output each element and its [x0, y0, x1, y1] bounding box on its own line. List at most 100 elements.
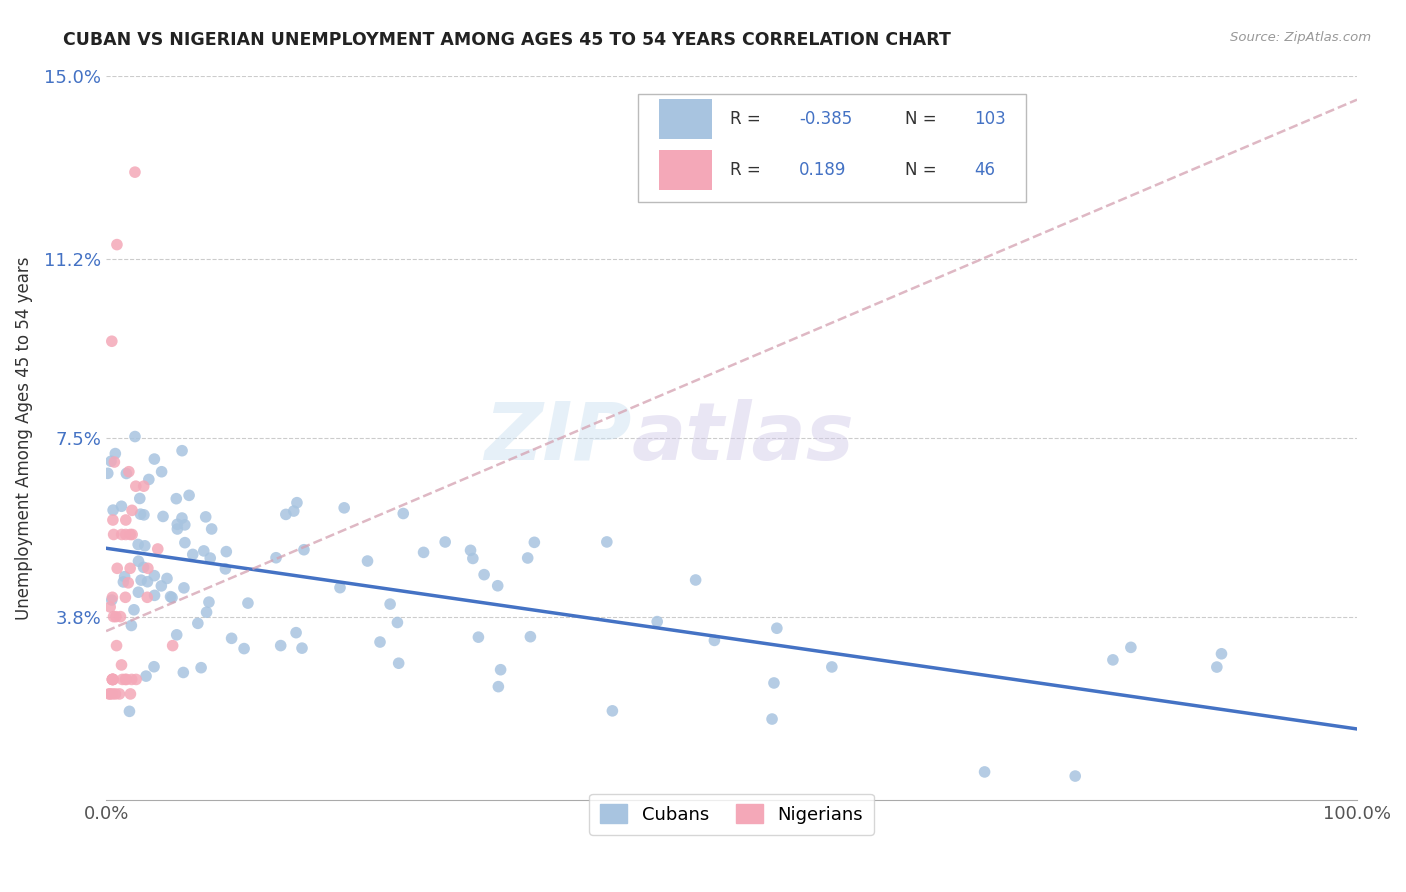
Point: [100, 454, 122, 468]
Point: [132, 508, 155, 522]
Point: [104, 447, 127, 461]
Point: [187, 616, 209, 631]
Point: [120, 561, 142, 575]
Point: [685, 573, 707, 587]
Point: [703, 633, 725, 648]
Point: [129, 573, 152, 587]
Point: [160, 591, 183, 605]
Point: [98, 687, 121, 701]
Point: [486, 680, 509, 694]
Point: [97, 467, 120, 481]
Point: [101, 673, 124, 687]
Point: [602, 704, 624, 718]
Point: [121, 527, 143, 541]
Point: [221, 632, 243, 646]
Point: [118, 465, 141, 479]
Point: [434, 535, 457, 549]
Point: [412, 545, 434, 559]
Text: -0.385: -0.385: [799, 111, 852, 128]
Point: [105, 561, 128, 575]
Point: [467, 630, 489, 644]
Point: [166, 517, 188, 532]
Point: [181, 548, 204, 562]
Point: [114, 527, 136, 541]
Point: [108, 687, 131, 701]
Point: [165, 491, 187, 506]
Text: 0.189: 0.189: [799, 161, 846, 179]
Bar: [659, 99, 711, 139]
Point: [103, 609, 125, 624]
Point: [132, 560, 155, 574]
Text: atlas: atlas: [631, 399, 855, 477]
Point: [143, 568, 166, 582]
Point: [136, 574, 159, 589]
Point: [127, 537, 149, 551]
Point: [115, 467, 138, 481]
Point: [110, 609, 132, 624]
Point: [124, 165, 146, 179]
Point: [104, 687, 127, 701]
Text: R =: R =: [730, 161, 761, 179]
Point: [766, 621, 789, 635]
Point: [190, 661, 212, 675]
Point: [387, 615, 409, 630]
Point: [97, 687, 120, 701]
Point: [1064, 769, 1087, 783]
Point: [283, 504, 305, 518]
Point: [973, 764, 995, 779]
Point: [388, 657, 411, 671]
Point: [124, 429, 146, 443]
Point: [101, 687, 124, 701]
Point: [159, 590, 181, 604]
Point: [472, 567, 495, 582]
Point: [193, 544, 215, 558]
Point: [329, 581, 352, 595]
Point: [110, 500, 132, 514]
Point: [1102, 653, 1125, 667]
Point: [101, 513, 124, 527]
Point: [101, 673, 124, 687]
Point: [200, 551, 222, 566]
Point: [172, 665, 194, 680]
Point: [201, 522, 224, 536]
Point: [489, 663, 512, 677]
Point: [125, 673, 148, 687]
Point: [103, 455, 125, 469]
Point: [333, 500, 356, 515]
Point: [114, 569, 136, 583]
Text: 46: 46: [974, 161, 995, 179]
Point: [127, 554, 149, 568]
Point: [120, 618, 142, 632]
Text: CUBAN VS NIGERIAN UNEMPLOYMENT AMONG AGES 45 TO 54 YEARS CORRELATION CHART: CUBAN VS NIGERIAN UNEMPLOYMENT AMONG AGE…: [63, 31, 950, 49]
Point: [1211, 647, 1233, 661]
Point: [143, 659, 166, 673]
Point: [170, 443, 193, 458]
Point: [104, 609, 127, 624]
Point: [368, 635, 391, 649]
Point: [134, 539, 156, 553]
Point: [136, 591, 159, 605]
Point: [233, 641, 256, 656]
Point: [122, 603, 145, 617]
Point: [111, 527, 134, 541]
Text: ZIP: ZIP: [484, 399, 631, 477]
Point: [114, 513, 136, 527]
Point: [101, 503, 124, 517]
Point: [132, 479, 155, 493]
Point: [111, 673, 134, 687]
Text: 103: 103: [974, 111, 1005, 128]
Point: [120, 687, 142, 701]
Point: [170, 511, 193, 525]
Point: [101, 673, 124, 687]
Point: [285, 625, 308, 640]
Point: [138, 473, 160, 487]
Point: [461, 551, 484, 566]
Point: [762, 676, 785, 690]
Point: [105, 237, 128, 252]
Point: [356, 554, 378, 568]
Point: [101, 334, 124, 349]
Point: [274, 508, 297, 522]
Point: [118, 704, 141, 718]
Point: [103, 527, 125, 541]
Point: [100, 593, 122, 607]
